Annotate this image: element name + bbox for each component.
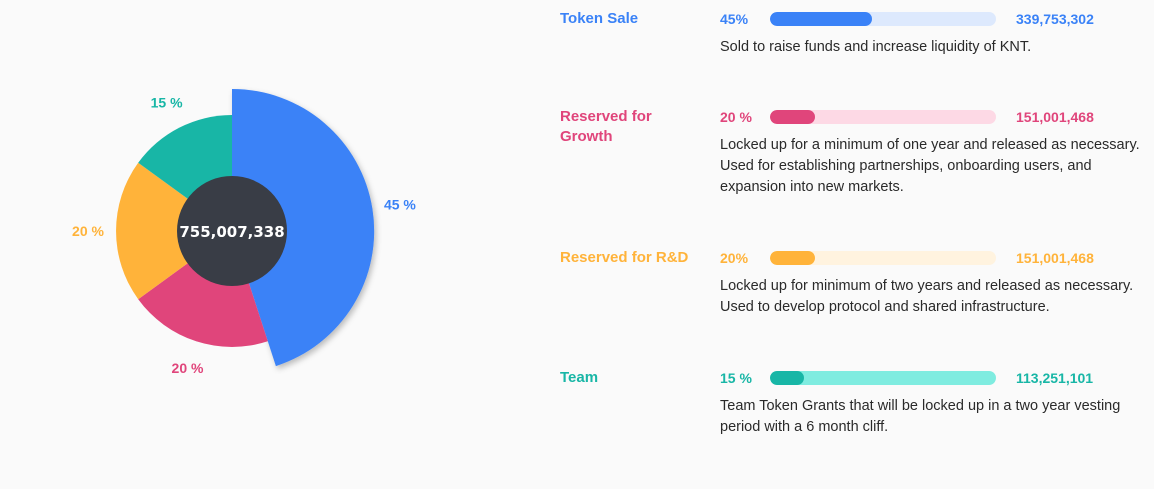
- progress-track: [770, 251, 996, 265]
- allocation-amount: 151,001,468: [1016, 250, 1094, 266]
- allocation-amount: 113,251,101: [1016, 370, 1094, 386]
- allocation-description: Locked up for minimum of two years and r…: [720, 278, 1134, 315]
- allocation-name: Team: [560, 369, 599, 386]
- allocation-percent: 20%: [720, 250, 749, 266]
- allocation-reserved-rd: Reserved for R&D 20% 151,001,468 Locked …: [560, 248, 1150, 328]
- label-team: 15 %: [151, 95, 183, 111]
- progress-fill: [770, 371, 804, 385]
- slice-reserved-rd: [116, 162, 232, 300]
- progress-track: [770, 110, 996, 124]
- label-reserved-rd: 20 %: [72, 223, 104, 239]
- progress-fill: [770, 110, 816, 124]
- total-supply-label: 755,007,338: [179, 223, 284, 241]
- allocation-amount: 151,001,468: [1016, 109, 1094, 125]
- allocation-description: Sold to raise funds and increase liquidi…: [720, 39, 1032, 55]
- allocation-name: Reserved for Growth: [560, 108, 652, 145]
- center-circle: [177, 176, 287, 286]
- allocation-name: Token Sale: [560, 10, 639, 27]
- allocation-description: Locked up for a minimum of one year and …: [720, 137, 1140, 195]
- allocation-percent: 45%: [720, 11, 749, 27]
- pie-chart: 755,007,338 45 % 20 % 20 % 15 %: [72, 88, 416, 376]
- allocation-team: Team 15 % 113,251,101 Team Token Grants …: [560, 368, 1150, 448]
- allocation-amount: 339,753,302: [1016, 11, 1094, 27]
- progress-fill: [770, 251, 816, 265]
- label-token-sale: 45 %: [384, 196, 416, 212]
- progress-track: [770, 371, 996, 385]
- allocation-description: Team Token Grants that will be locked up…: [720, 398, 1121, 435]
- allocation-percent: 15 %: [720, 370, 752, 386]
- token-distribution-chart: 755,007,338 45 % 20 % 20 % 15 %: [0, 0, 560, 489]
- allocation-reserved-growth: Reserved for Growth 20 % 151,001,468 Loc…: [560, 107, 1150, 207]
- slice-token-sale: [232, 88, 375, 367]
- allocation-token-sale: Token Sale 45% 339,753,302 Sold to raise…: [560, 9, 1150, 69]
- label-reserved-growth: 20 %: [172, 360, 204, 376]
- allocation-name: Reserved for R&D: [560, 249, 689, 266]
- progress-fill: [770, 12, 872, 26]
- allocation-percent: 20 %: [720, 109, 752, 125]
- progress-track: [770, 12, 996, 26]
